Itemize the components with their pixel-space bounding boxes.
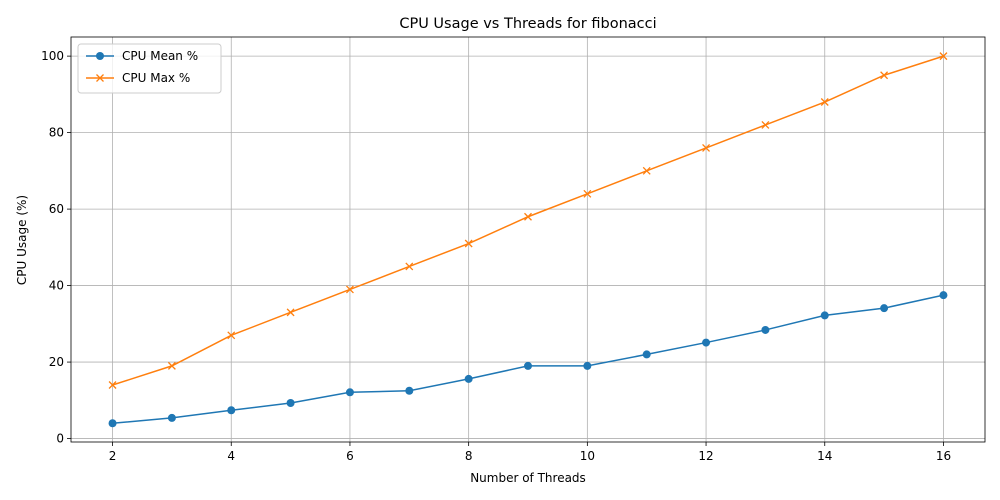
legend: CPU Mean % CPU Max % [77,43,222,94]
data-point [583,361,592,370]
data-point [524,361,532,370]
data-point [939,291,948,300]
data-point [524,212,532,221]
x-tick-label: 12 [698,449,713,463]
data-point [464,239,473,248]
y-tick-label: 40 [49,279,64,293]
data-point [820,98,829,106]
data-point [286,308,295,317]
x-axis-ticks: 2 4 6 8 10 12 14 16 [109,442,951,463]
x-axis-label: Number of Threads [470,471,586,485]
chart-title: CPU Usage vs Threads for fibonacci [399,16,656,32]
data-point [880,71,889,80]
y-tick-label: 60 [49,202,64,216]
data-point [761,325,770,334]
data-point [642,166,651,175]
x-tick-label: 8 [465,449,473,463]
x-tick-label: 14 [817,449,832,463]
data-point [583,189,592,198]
y-tick-label: 80 [49,126,64,140]
x-tick-label: 2 [109,449,117,463]
data-point [108,419,117,428]
data-point [345,388,354,397]
legend-label-max: CPU Max % [122,71,190,85]
legend-label-mean: CPU Mean % [122,49,198,63]
data-point [345,285,354,294]
y-tick-label: 100 [41,49,64,63]
x-tick-label: 4 [227,449,235,463]
grid [71,37,985,442]
y-tick-label: 0 [56,432,64,446]
data-point [820,311,829,320]
data-point [405,262,414,271]
data-point [761,121,770,129]
series-1 [108,52,948,389]
y-tick-label: 20 [49,355,64,369]
data-point [108,381,117,389]
data-point [642,350,651,359]
series-0 [108,291,948,428]
data-point [702,143,711,152]
data-point [167,361,176,370]
x-tick-label: 6 [346,449,354,463]
x-tick-label: 16 [936,449,951,463]
y-axis-ticks: 0 20 40 60 80 100 [41,49,71,446]
data-point [880,304,889,313]
data-point [939,52,948,61]
legend-marker-mean [96,52,104,60]
series-line [112,294,944,425]
series-layer [108,52,948,428]
data-point [464,374,473,383]
data-point [227,331,236,340]
data-point [702,338,711,347]
legend-marker-max [96,74,104,82]
plot-frame [70,36,986,443]
data-point [167,413,176,422]
data-point [227,406,236,415]
data-point [286,398,295,407]
y-axis-label: CPU Usage (%) [15,195,29,285]
x-tick-label: 10 [580,449,595,463]
series-line [112,55,944,386]
data-point [405,386,414,395]
